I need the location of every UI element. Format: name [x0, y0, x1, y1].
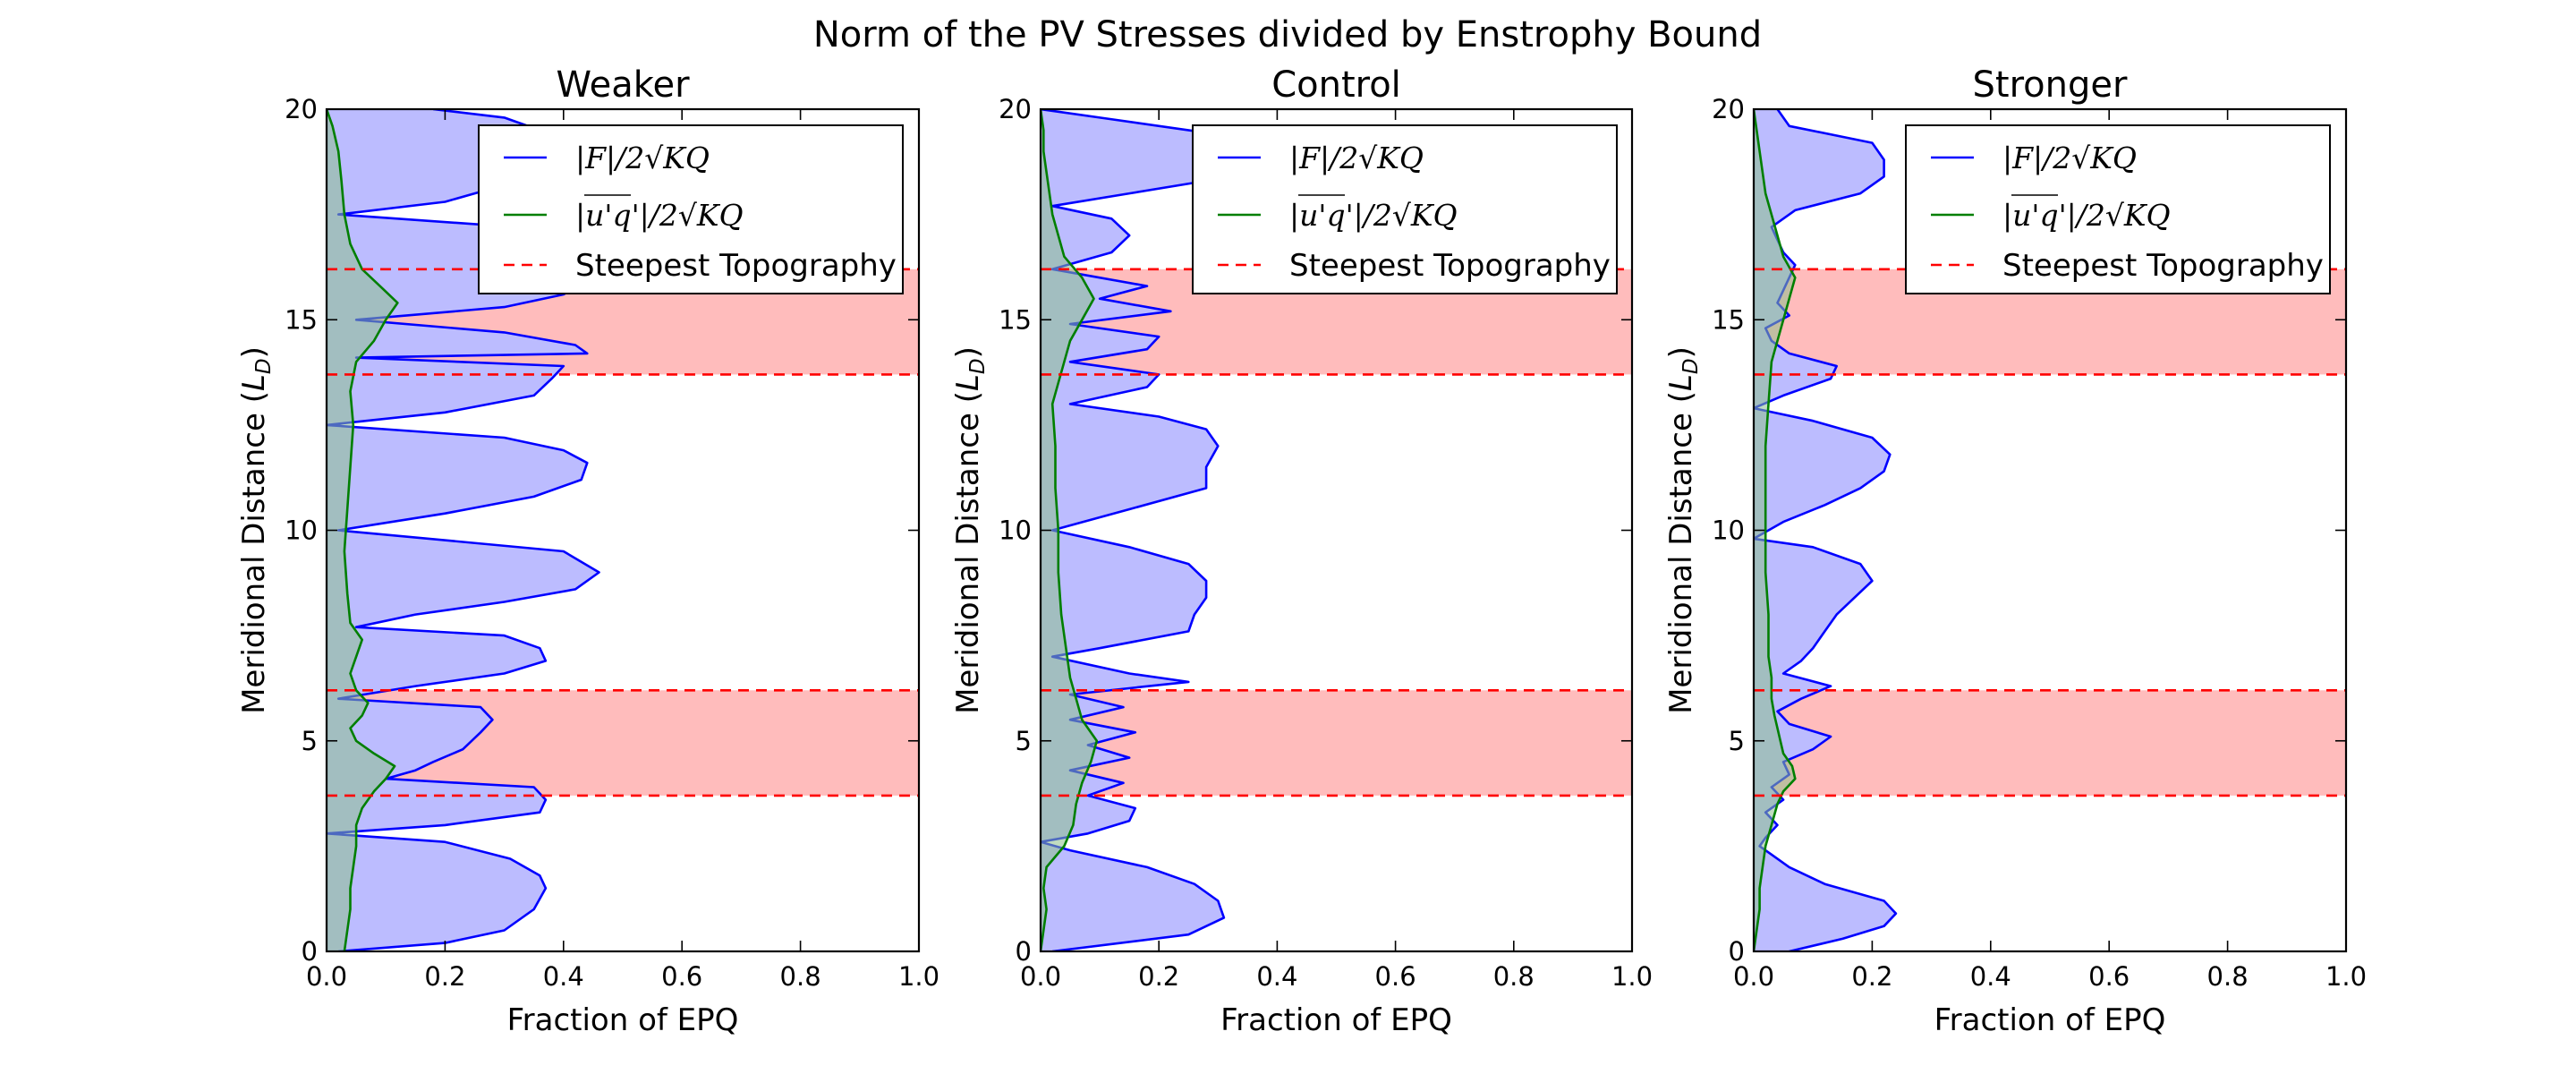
- x-tick-label: 0.4: [543, 961, 584, 992]
- x-tick-label: 1.0: [898, 961, 939, 992]
- x-tick-label: 0.2: [424, 961, 465, 992]
- x-tick-label: 0.0: [1020, 961, 1061, 992]
- panel-title: Stronger: [1973, 64, 2128, 106]
- y-axis-label: Meridional Distance (LD): [236, 346, 276, 714]
- series-line-f-norm: [1754, 109, 1898, 951]
- y-tick-label: 5: [302, 726, 318, 756]
- y-tick-label: 10: [999, 516, 1032, 546]
- legend: |F|/2√KQ |u'q'|/2√KQ Steepest Topography: [478, 124, 904, 294]
- legend-label: Steepest Topography: [2002, 248, 2324, 284]
- panel-weaker: 0.0 0.2 0.4 0.6 0.8 1.0 0 5 10 15 20 Weaker Fraction…: [236, 64, 939, 1038]
- panel-title: Weaker: [556, 64, 690, 106]
- y-tick-label: 20: [999, 94, 1032, 124]
- legend: |F|/2√KQ |u'q'|/2√KQ Steepest Topography: [1192, 124, 1618, 294]
- y-tick-label: 0: [1729, 936, 1745, 967]
- x-tick-label: 0.6: [2088, 961, 2130, 992]
- y-axis-label: Meridional Distance (LD): [1663, 346, 1703, 714]
- y-axis-label: Meridional Distance (LD): [950, 346, 990, 714]
- x-tick-label: 0.4: [1970, 961, 2011, 992]
- y-tick-label: 15: [285, 304, 318, 335]
- y-tick-label: 0: [1016, 936, 1032, 967]
- y-tick-label: 20: [1712, 94, 1745, 124]
- legend-label: |u'q'|/2√KQ: [575, 198, 744, 233]
- y-tick-label: 5: [1016, 726, 1032, 756]
- legend-label: |u'q'|/2√KQ: [1289, 198, 1458, 233]
- series-fill-uq-norm: [1041, 109, 1097, 951]
- series-fill-f-norm: [1754, 109, 1896, 951]
- topography-band: [1041, 690, 1632, 796]
- series-fill-f-norm: [327, 109, 599, 951]
- x-tick-label: 0.2: [1851, 961, 1892, 992]
- legend-frame: [1905, 124, 2331, 294]
- figure-title: Norm of the PV Stresses divided by Enstr…: [813, 14, 1762, 55]
- x-tick-label: 0.6: [1375, 961, 1416, 992]
- y-tick-label: 15: [1712, 304, 1745, 335]
- series-fill-uq-norm: [327, 109, 398, 951]
- series-line-uq-norm: [1041, 109, 1099, 951]
- x-tick-label: 0.0: [1733, 961, 1774, 992]
- legend-label: |u'q'|/2√KQ: [2002, 198, 2171, 233]
- topography-band: [1754, 690, 2346, 796]
- y-tick-label: 5: [1729, 726, 1745, 756]
- x-tick-label: 1.0: [1611, 961, 1653, 992]
- legend-label: Steepest Topography: [575, 248, 897, 284]
- x-axis-label: Fraction of EPQ: [1220, 1002, 1452, 1038]
- y-tick-label: 15: [999, 304, 1032, 335]
- series-line-uq-norm: [327, 109, 399, 951]
- plot-area: [327, 109, 919, 951]
- x-tick-label: 1.0: [2325, 961, 2367, 992]
- x-tick-label: 0.8: [780, 961, 821, 992]
- y-tick-label: 0: [302, 936, 318, 967]
- x-axis-label: Fraction of EPQ: [507, 1002, 739, 1038]
- y-tick-label: 10: [285, 516, 318, 546]
- legend-label: |F|/2√KQ: [1289, 141, 1424, 175]
- series-line-f-norm: [1041, 109, 1231, 951]
- x-tick-label: 0.2: [1138, 961, 1179, 992]
- legend-frame: [478, 124, 904, 294]
- x-tick-label: 0.6: [661, 961, 702, 992]
- x-tick-label: 0.8: [1493, 961, 1535, 992]
- panel-title: Control: [1271, 64, 1401, 106]
- x-tick-label: 0.8: [2207, 961, 2249, 992]
- legend-frame: [1192, 124, 1618, 294]
- legend: |F|/2√KQ |u'q'|/2√KQ Steepest Topography: [1905, 124, 2331, 294]
- series-line-uq-norm: [1754, 109, 1797, 951]
- panel-control: 0.0 0.2 0.4 0.6 0.8 1.0 0 5 10 15 20 Control Fractio…: [950, 64, 1653, 1038]
- x-tick-label: 0.0: [306, 961, 347, 992]
- legend-label: |F|/2√KQ: [2002, 141, 2137, 175]
- y-tick-label: 20: [285, 94, 318, 124]
- y-tick-label: 10: [1712, 516, 1745, 546]
- legend-label: Steepest Topography: [1289, 248, 1611, 284]
- panel-stronger: 0.0 0.2 0.4 0.6 0.8 1.0 0 5 10 15 20 Stronger Fracti…: [1663, 64, 2367, 1038]
- x-tick-label: 0.4: [1256, 961, 1297, 992]
- legend-label: |F|/2√KQ: [575, 141, 710, 175]
- x-axis-label: Fraction of EPQ: [1934, 1002, 2166, 1038]
